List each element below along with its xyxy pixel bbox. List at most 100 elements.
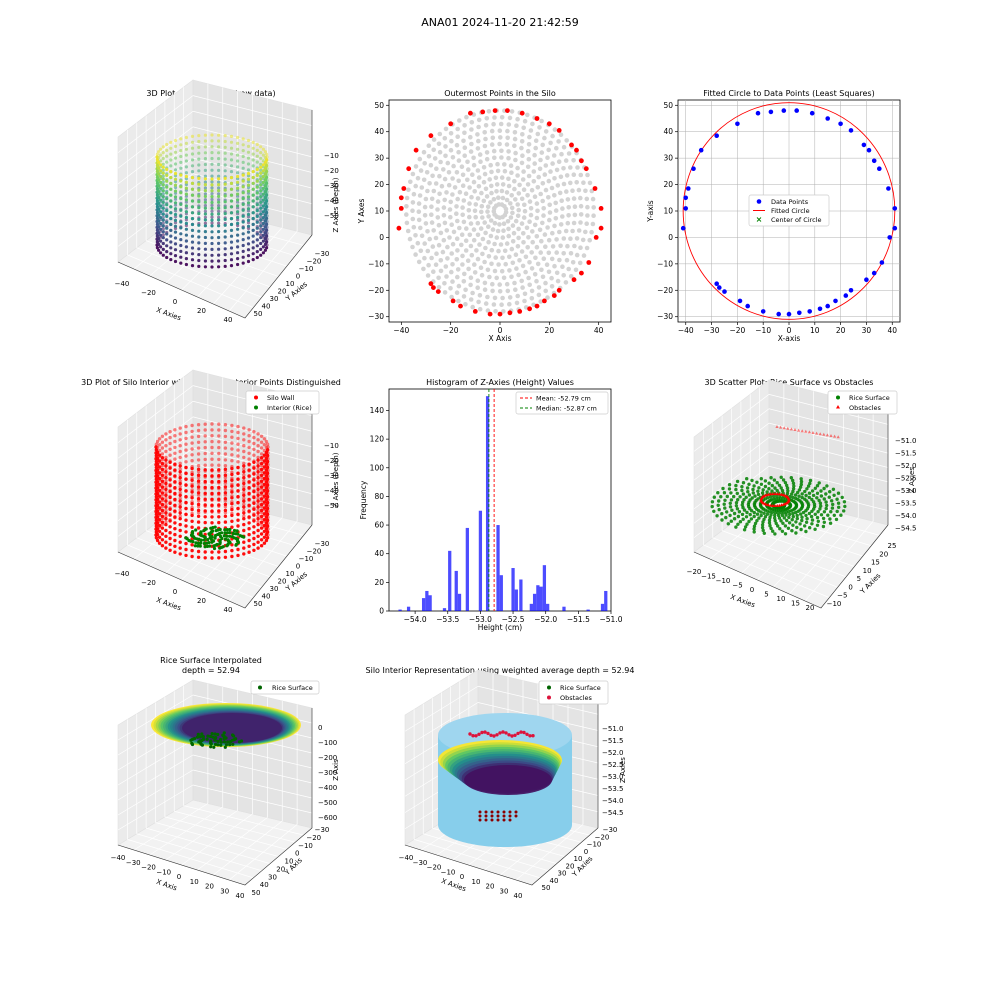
interior-point [523,254,529,260]
data-point [246,224,251,228]
interior-point [504,197,510,203]
histogram-bar [406,606,411,611]
rice-point [734,483,738,488]
interior-point [546,195,551,200]
interior-point [553,208,559,213]
rice-point [720,512,724,516]
interior-point [426,262,431,268]
interior-point [431,228,437,233]
rice-point [779,519,783,523]
interior-point [450,176,455,181]
data-point [165,160,169,164]
interior-point [580,237,586,243]
interior-point [526,173,532,179]
interior-point [433,235,439,241]
rice-point [819,494,824,498]
interior-point [554,237,559,242]
wall-point [173,538,177,543]
data-point [223,217,227,221]
interior-point [486,224,491,229]
wall-point [256,444,260,448]
tick-label: 40 [260,881,269,889]
rice-point [821,524,826,529]
wall-point [256,511,260,515]
interior-point [483,230,488,236]
rice-point [762,511,766,515]
interior-point [489,169,494,175]
rice-point [803,524,807,528]
data-point [169,222,173,226]
data-point [683,195,688,201]
data-point [217,235,221,240]
data-point [179,214,183,218]
obstacle-point [471,734,475,738]
histogram-bar [562,606,566,611]
data-point [217,183,221,187]
data-point [203,174,207,178]
data-point [265,216,269,220]
data-point [259,209,263,213]
data-point [223,176,227,180]
data-point [203,218,207,222]
obstacle-point [502,814,506,818]
data-point [241,179,245,183]
interior-point [482,259,487,265]
wall-point [265,442,270,446]
interior-point [428,162,434,168]
interior-point [448,286,453,291]
interior-point [546,178,552,184]
data-point [259,241,263,246]
rice-point [800,495,804,500]
data-point [259,247,263,251]
interior-point [232,536,236,540]
interior-point [418,225,423,231]
grid-line [693,437,770,495]
data-point [190,134,195,138]
wall-point [264,521,269,525]
wall-point [242,479,246,483]
interior-point [484,116,490,121]
data-point [161,218,165,222]
wall-point [262,482,267,487]
wall-point [196,514,201,518]
rice-point [779,511,783,515]
data-point [241,243,245,248]
wall-point [242,540,246,544]
data-point [161,203,165,207]
wall-point [264,450,269,455]
wall-point [217,457,221,462]
data-point [255,250,259,254]
tick-label: −10 [298,842,313,850]
wall-point [264,480,269,484]
wall-point [178,517,182,521]
tick-label: 50 [374,101,384,110]
wall-point [264,503,269,507]
data-point [809,110,815,116]
wall-point [157,535,162,539]
rice-point [732,511,737,516]
wall-point [154,536,159,540]
data-point [246,185,251,190]
rice-point [730,508,734,512]
wall-point [190,490,194,494]
outermost-point [534,116,540,121]
data-point [246,171,251,176]
interior-point [504,142,510,147]
axis-label-y: Y-axis [646,200,655,223]
interior-point [497,289,503,294]
wall-point [164,432,168,436]
data-point [203,215,207,219]
rice-point [805,487,809,491]
interior-point [445,160,451,166]
rice-point [803,489,807,494]
wall-point [236,436,240,441]
wall-point [223,467,228,471]
outermost-point [468,110,473,116]
rice-point [836,501,841,505]
interior-point [209,531,213,535]
interior-point [422,213,428,218]
interior-point [421,149,427,155]
data-point [236,165,240,169]
rice-point [800,518,804,523]
data-point [197,188,201,192]
